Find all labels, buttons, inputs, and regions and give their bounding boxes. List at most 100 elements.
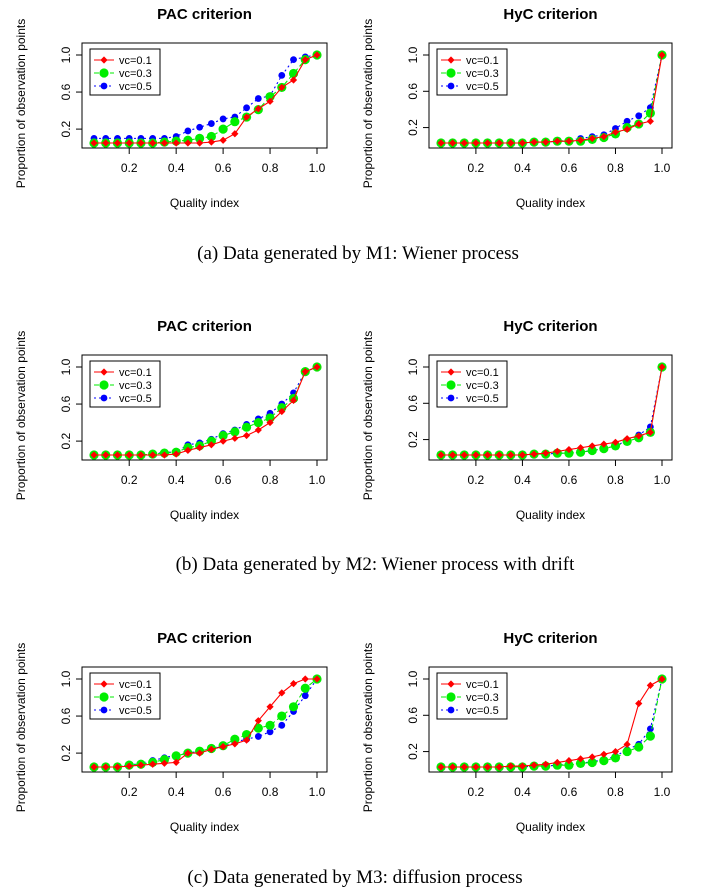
x-tick-label: 1.0 xyxy=(309,473,326,487)
y-tick-label: 0.2 xyxy=(406,431,420,448)
x-tick-label: 0.2 xyxy=(121,473,138,487)
data-point xyxy=(219,437,227,445)
x-axis-label: Quality index xyxy=(516,820,585,834)
chart-panel-4: HyC criterion 0.2 0.4 0.6 0.8 1.0 0.2 0.6 1.0 Qua… xyxy=(361,318,673,522)
data-point xyxy=(622,746,632,757)
data-point xyxy=(278,71,286,79)
data-point xyxy=(658,675,666,683)
data-point xyxy=(518,762,527,770)
y-tick-label: 0.6 xyxy=(59,395,73,412)
legend-label: vc=0.3 xyxy=(119,692,152,704)
data-point xyxy=(449,763,457,771)
data-point xyxy=(253,417,263,428)
data-point xyxy=(507,139,515,147)
data-point xyxy=(437,451,445,459)
data-point xyxy=(230,117,240,127)
x-tick-label: 1.0 xyxy=(654,473,671,487)
legend-marker xyxy=(447,56,455,64)
x-tick-label: 0.2 xyxy=(121,161,138,175)
data-point xyxy=(266,97,274,105)
panel-title: HyC criterion xyxy=(503,630,597,647)
data-point xyxy=(218,124,228,134)
data-point xyxy=(207,138,215,146)
data-point xyxy=(207,120,215,127)
data-point xyxy=(254,733,262,740)
caption-b: (b) Data generated by M2: Wiener process… xyxy=(176,554,576,575)
data-point xyxy=(90,763,98,771)
data-point xyxy=(278,721,286,729)
data-point xyxy=(564,760,574,770)
data-point xyxy=(254,95,262,102)
legend-marker xyxy=(99,692,109,702)
y-axis-label: Proportion of observation points xyxy=(361,331,375,500)
data-point xyxy=(495,763,503,771)
data-point xyxy=(172,758,180,766)
y-tick-label: 0.2 xyxy=(406,119,420,136)
data-point xyxy=(301,692,309,700)
data-point xyxy=(495,139,503,147)
y-axis-label: Proportion of observation points xyxy=(361,19,375,188)
y-tick-label: 0.6 xyxy=(406,83,420,100)
data-point xyxy=(518,139,527,147)
data-point xyxy=(599,444,609,454)
data-point xyxy=(600,750,608,758)
legend-label: vc=0.3 xyxy=(466,692,499,704)
data-point xyxy=(645,108,655,118)
x-tick-label: 0.4 xyxy=(514,161,531,175)
legend-marker xyxy=(100,368,108,376)
data-point xyxy=(645,731,655,741)
data-point xyxy=(219,115,227,123)
data-point xyxy=(277,711,287,721)
legend-marker xyxy=(446,68,456,78)
chart-panel-3: PAC criterion 0.2 0.4 0.6 0.8 1.0 0.2 0.6 1.0 Qua… xyxy=(14,318,328,522)
legend-label: vc=0.5 xyxy=(119,705,152,717)
x-tick-label: 0.8 xyxy=(607,161,624,175)
data-point xyxy=(125,762,133,770)
data-point xyxy=(575,447,586,457)
chart-panel-1: PAC criterion 0.2 0.4 0.6 0.8 1.0 0.2 0.6 1.0 Qua… xyxy=(14,6,328,210)
data-point xyxy=(301,675,309,683)
data-point xyxy=(196,749,204,757)
data-point xyxy=(196,139,204,147)
data-point xyxy=(230,734,240,744)
legend-label: vc=0.5 xyxy=(119,81,152,93)
data-point xyxy=(313,675,321,683)
data-point xyxy=(266,728,274,736)
x-tick-label: 0.6 xyxy=(215,473,232,487)
data-point xyxy=(172,450,180,458)
data-point xyxy=(113,451,122,459)
legend-label: vc=0.3 xyxy=(466,68,499,80)
caption-c: (c) Data generated by M3: diffusion proc… xyxy=(187,867,522,888)
y-tick-label: 1.0 xyxy=(59,358,73,375)
data-point xyxy=(137,139,145,147)
x-tick-label: 0.8 xyxy=(607,473,624,487)
data-point xyxy=(241,422,252,432)
data-point xyxy=(553,758,561,767)
data-point xyxy=(483,139,492,147)
data-point xyxy=(254,717,262,725)
y-tick-label: 0.6 xyxy=(59,707,73,724)
data-point xyxy=(599,756,609,766)
data-point xyxy=(278,689,286,697)
x-axis-label: Quality index xyxy=(516,196,585,210)
data-point xyxy=(623,125,631,133)
y-tick-label: 0.2 xyxy=(59,744,73,761)
x-axis-label: Quality index xyxy=(170,196,239,210)
plot-frame xyxy=(81,666,328,773)
data-point xyxy=(587,757,597,768)
data-point xyxy=(266,418,274,427)
data-point xyxy=(196,123,204,131)
data-point xyxy=(231,740,239,748)
data-point xyxy=(611,128,620,136)
legend-marker xyxy=(100,394,108,402)
plot-frame xyxy=(428,666,673,773)
data-point xyxy=(90,451,98,459)
data-point xyxy=(278,407,286,416)
data-point xyxy=(195,133,205,143)
data-point xyxy=(160,759,169,767)
x-tick-label: 1.0 xyxy=(654,161,671,175)
data-point xyxy=(623,740,631,748)
data-point xyxy=(290,56,297,64)
data-point xyxy=(472,451,480,459)
